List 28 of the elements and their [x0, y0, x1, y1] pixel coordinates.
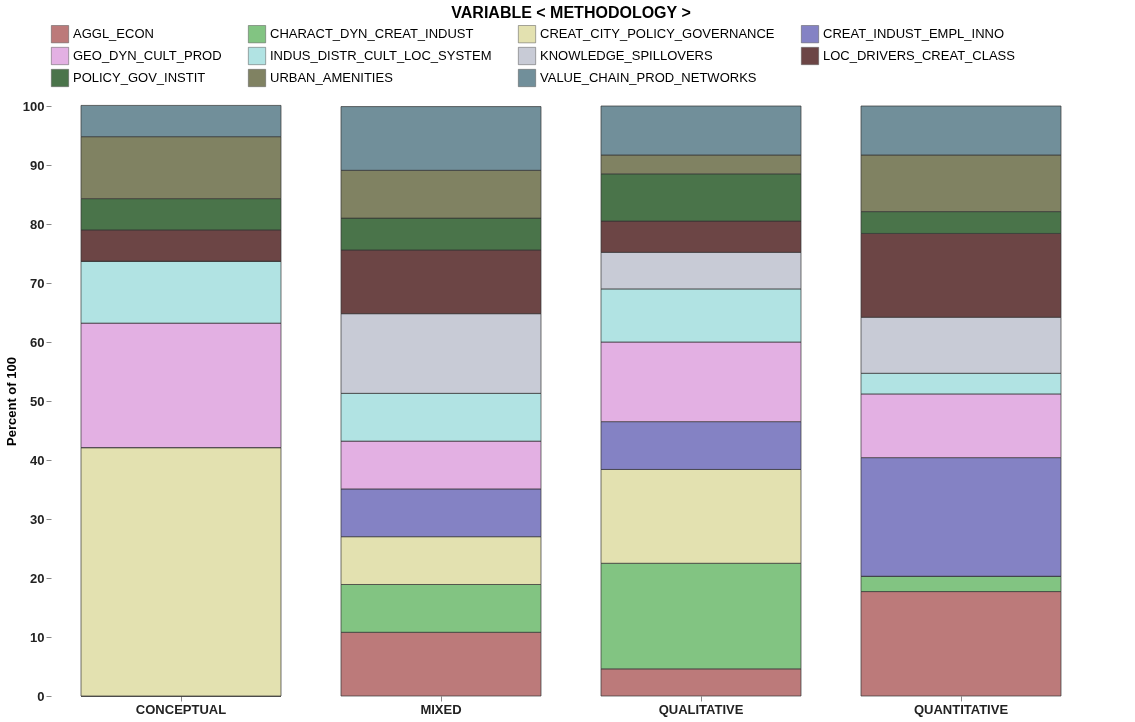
legend-label: AGGL_ECON [73, 26, 154, 42]
legend-label: KNOWLEDGE_SPILLOVERS [540, 48, 713, 63]
x-tick-label: QUANTITATIVE [913, 701, 1009, 717]
legend-label: VALUE_CHAIN_PROD_NETWORKS [540, 70, 757, 85]
y-tick-label: 30 [30, 511, 45, 527]
y-axis-title: Percent of 100 [3, 357, 19, 446]
y-tick-label: 100 [22, 98, 45, 114]
legend-label: INDUS_DISTR_CULT_LOC_SYSTEM [270, 48, 492, 63]
x-tick-label: MIXED [420, 701, 462, 717]
y-tick-label: 90 [30, 157, 45, 173]
legend-label: GEO_DYN_CULT_PROD [73, 48, 222, 63]
y-tick-label: 80 [30, 216, 45, 232]
legend-label: CREAT_CITY_POLICY_GOVERNANCE [540, 26, 775, 42]
legend-label: CHARACT_DYN_CREAT_INDUST [270, 26, 474, 42]
y-tick-label: 40 [30, 452, 45, 468]
y-tick-label: 10 [30, 629, 45, 645]
y-tick-label: 20 [30, 570, 45, 586]
legend-label: POLICY_GOV_INSTIT [73, 70, 206, 85]
chart-title: VARIABLE < METHODOLOGY > [451, 4, 691, 21]
y-tick-label: 50 [30, 393, 45, 409]
y-tick-label: 0 [37, 688, 45, 704]
x-tick-label: CONCEPTUAL [135, 701, 227, 717]
legend-label: CREAT_INDUST_EMPL_INNO [823, 26, 1005, 42]
legend-label: URBAN_AMENITIES [270, 70, 394, 85]
y-tick-label: 60 [30, 334, 45, 350]
x-tick-label: QUALITATIVE [658, 701, 744, 717]
legend-label: LOC_DRIVERS_CREAT_CLASS [823, 48, 1016, 63]
y-tick-label: 70 [30, 275, 45, 291]
